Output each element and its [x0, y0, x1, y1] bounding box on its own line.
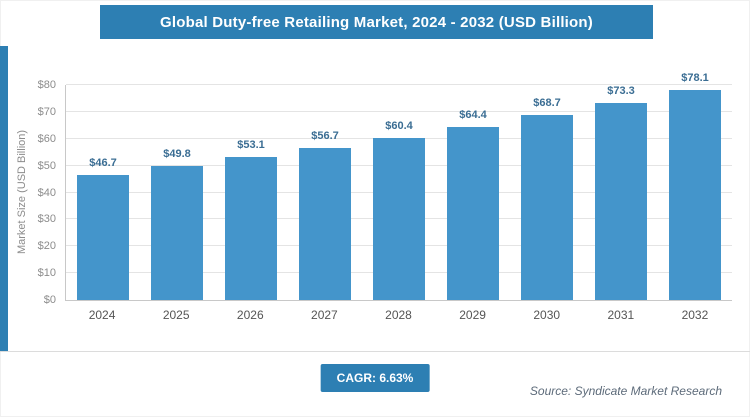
bar-value-label: $60.4: [385, 119, 413, 132]
x-axis-label: 2032: [681, 308, 709, 322]
y-tick-label: $60: [37, 132, 56, 145]
x-axis-label: 2031: [607, 308, 635, 322]
bar-slot: $64.4: [436, 85, 510, 300]
bar: $46.7: [77, 157, 129, 300]
bar-value-label: $73.3: [607, 85, 635, 98]
bar-value-label: $78.1: [681, 72, 709, 85]
x-axis-label: 2024: [88, 308, 116, 322]
x-axis-label: 2026: [236, 308, 264, 322]
bar: $53.1: [225, 139, 277, 300]
bar-slot: $68.7: [510, 85, 584, 300]
bar-slot: $49.8: [140, 85, 214, 300]
x-axis-label: 2028: [385, 308, 412, 322]
bar-value-label: $64.4: [459, 108, 487, 121]
bar-slot: $56.7: [288, 85, 362, 300]
chart-title: Global Duty-free Retailing Market, 2024 …: [100, 5, 653, 39]
bar-slot: $78.1: [658, 72, 732, 300]
x-axis-label: 2029: [459, 308, 486, 322]
accent-stripe: [0, 46, 8, 352]
bar-slot: $53.1: [214, 85, 288, 300]
y-tick-label: $20: [37, 240, 56, 253]
bar: $64.4: [447, 109, 499, 300]
y-tick-label: $10: [37, 267, 56, 280]
bar-slot: $46.7: [66, 85, 140, 300]
y-tick-label: $70: [37, 105, 56, 118]
y-tick-label: $40: [37, 186, 56, 199]
x-labels: 2024 2025 2026 2027 2028 2029 2030 2031 2032: [65, 308, 732, 322]
bar-slot: $60.4: [362, 85, 436, 300]
x-axis-label: 2027: [311, 308, 338, 322]
x-axis-label: 2030: [533, 308, 561, 322]
x-axis-label: 2025: [162, 308, 190, 322]
bar-value-label: $53.1: [237, 139, 265, 152]
bar: $49.8: [151, 148, 203, 300]
bar: $73.3: [595, 85, 647, 300]
y-tick-label: $0: [43, 294, 56, 306]
y-tick-label: $50: [37, 159, 56, 172]
bar: $78.1: [669, 72, 721, 300]
y-ticks: $0 $10 $20 $30 $40 $50 $60 $70 $80: [18, 79, 62, 306]
cagr-badge: CAGR: 6.63%: [320, 364, 430, 392]
source-text: Source: Syndicate Market Research: [529, 384, 722, 398]
y-tick-label: $30: [37, 213, 56, 226]
bars: $46.7 $49.8 $53.1 $56.7 $60.4 $64.4 $68.7 $73.3…: [66, 72, 732, 300]
bar: $68.7: [521, 97, 573, 300]
bar: $56.7: [299, 130, 351, 300]
bar-value-label: $46.7: [89, 156, 117, 169]
plot-area: $46.7 $49.8 $53.1 $56.7 $60.4 $64.4 $68.7 $73.3…: [65, 72, 732, 301]
bar-value-label: $68.7: [533, 97, 561, 110]
footer-divider: [0, 351, 750, 352]
gridline: [66, 110, 732, 112]
bar-slot: $73.3: [584, 85, 658, 300]
bar-value-label: $49.8: [163, 148, 191, 161]
y-tick-label: $80: [37, 79, 56, 91]
bar-value-label: $56.7: [311, 129, 339, 142]
bar: $60.4: [373, 120, 425, 300]
gridline: [66, 84, 732, 85]
